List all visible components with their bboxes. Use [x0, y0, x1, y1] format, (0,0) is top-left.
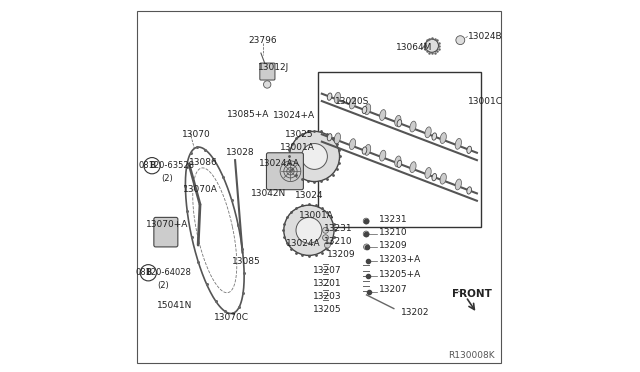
- Text: 13070C: 13070C: [214, 312, 249, 321]
- Circle shape: [264, 81, 271, 88]
- Text: 13042N: 13042N: [251, 189, 286, 198]
- Ellipse shape: [432, 173, 436, 181]
- Text: 13210: 13210: [379, 228, 408, 237]
- Text: 13020S: 13020S: [335, 97, 369, 106]
- FancyBboxPatch shape: [154, 217, 178, 247]
- Text: 13231: 13231: [379, 215, 408, 224]
- Ellipse shape: [410, 121, 416, 132]
- Text: 13070: 13070: [182, 130, 211, 139]
- Text: 13210: 13210: [324, 237, 352, 246]
- Circle shape: [323, 235, 328, 241]
- Ellipse shape: [395, 115, 401, 126]
- Ellipse shape: [380, 110, 386, 121]
- Ellipse shape: [440, 133, 446, 144]
- Text: 15041N: 15041N: [156, 301, 192, 311]
- Ellipse shape: [467, 146, 472, 153]
- Ellipse shape: [327, 134, 332, 141]
- Text: 13209: 13209: [379, 241, 408, 250]
- Bar: [318, 71, 481, 227]
- Text: 13207: 13207: [379, 285, 408, 294]
- Ellipse shape: [440, 173, 446, 184]
- Ellipse shape: [327, 93, 332, 100]
- Text: 13205+A: 13205+A: [379, 270, 421, 279]
- Ellipse shape: [364, 144, 371, 155]
- Circle shape: [289, 131, 340, 182]
- Circle shape: [296, 217, 322, 243]
- Ellipse shape: [362, 147, 367, 154]
- Text: 13001C: 13001C: [468, 97, 502, 106]
- Text: 13203+A: 13203+A: [379, 255, 421, 264]
- Text: 13203: 13203: [312, 292, 341, 301]
- Ellipse shape: [349, 139, 356, 150]
- Circle shape: [364, 244, 369, 250]
- Ellipse shape: [425, 167, 431, 178]
- Text: 13070A: 13070A: [182, 185, 218, 194]
- Text: 13070+A: 13070+A: [145, 220, 188, 229]
- Circle shape: [323, 227, 328, 233]
- Text: (2): (2): [157, 281, 169, 290]
- Text: 13024AA: 13024AA: [259, 159, 300, 169]
- Text: 13028: 13028: [227, 148, 255, 157]
- Ellipse shape: [455, 138, 461, 149]
- Ellipse shape: [395, 156, 401, 167]
- Ellipse shape: [467, 187, 472, 194]
- FancyBboxPatch shape: [137, 11, 501, 363]
- Text: FRONT: FRONT: [452, 289, 492, 299]
- Ellipse shape: [380, 150, 386, 161]
- Ellipse shape: [364, 104, 371, 115]
- Text: 13085+A: 13085+A: [227, 109, 269, 119]
- Ellipse shape: [410, 162, 416, 173]
- Text: 13064M: 13064M: [396, 43, 433, 52]
- Circle shape: [324, 242, 330, 248]
- Text: 13001A: 13001A: [280, 143, 316, 152]
- Text: 13001A: 13001A: [299, 211, 333, 220]
- Circle shape: [456, 36, 465, 45]
- Text: 13205: 13205: [312, 305, 341, 314]
- Circle shape: [140, 264, 156, 281]
- Text: 08120-64028: 08120-64028: [135, 268, 191, 277]
- Text: (2): (2): [161, 174, 173, 183]
- Text: B: B: [149, 161, 155, 170]
- Text: 13024: 13024: [294, 191, 323, 200]
- Text: 13012J: 13012J: [258, 63, 289, 72]
- Circle shape: [144, 158, 160, 174]
- Circle shape: [363, 218, 369, 224]
- Ellipse shape: [362, 106, 367, 113]
- Ellipse shape: [425, 127, 431, 138]
- Text: 13024+A: 13024+A: [273, 111, 316, 121]
- Text: 13086: 13086: [189, 157, 218, 167]
- Text: 13202: 13202: [401, 308, 429, 317]
- Ellipse shape: [397, 160, 402, 167]
- Text: 23796: 23796: [248, 36, 277, 45]
- Text: 13201: 13201: [312, 279, 341, 288]
- Text: B: B: [145, 268, 152, 277]
- Ellipse shape: [432, 133, 436, 140]
- Text: 13025: 13025: [285, 130, 314, 139]
- Circle shape: [425, 39, 438, 52]
- Ellipse shape: [455, 179, 461, 190]
- FancyBboxPatch shape: [260, 63, 275, 80]
- Text: R130008K: R130008K: [448, 350, 495, 360]
- Text: 13207: 13207: [312, 266, 341, 275]
- Ellipse shape: [334, 92, 340, 103]
- Ellipse shape: [349, 98, 356, 109]
- Text: 08120-63528: 08120-63528: [139, 161, 195, 170]
- Circle shape: [301, 144, 328, 169]
- Text: 13024A: 13024A: [286, 239, 321, 248]
- Circle shape: [284, 205, 334, 256]
- Circle shape: [363, 231, 369, 237]
- Ellipse shape: [334, 133, 340, 144]
- Text: 13024B: 13024B: [468, 32, 502, 41]
- Text: 13231: 13231: [324, 224, 352, 233]
- Ellipse shape: [397, 120, 402, 127]
- FancyBboxPatch shape: [266, 153, 303, 190]
- Text: 13209: 13209: [328, 250, 356, 259]
- Text: 13085: 13085: [232, 257, 260, 266]
